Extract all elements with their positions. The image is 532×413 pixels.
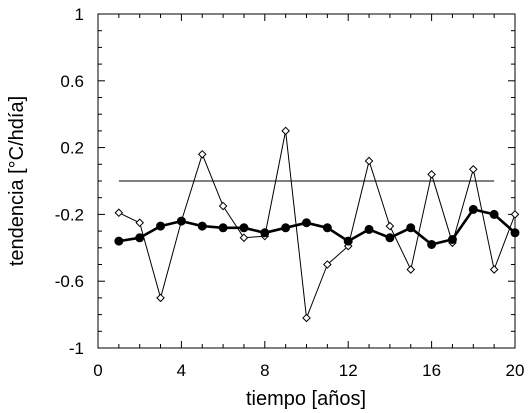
x-tick-label: 0 (93, 361, 102, 380)
series-layer (114, 126, 520, 323)
series-point-diamond (197, 149, 207, 159)
series-point-diamond (239, 233, 249, 243)
series-point-filled (406, 223, 416, 233)
series-point-diamond (489, 265, 499, 274)
series-point-diamond (427, 170, 436, 179)
series-point-filled (447, 234, 457, 244)
series-point-filled (156, 221, 166, 231)
series-point-diamond (114, 208, 124, 218)
tick-labels: 0 4 8 12 16 20 -1 -0.6 -0.2 0.2 0.6 1 (55, 5, 525, 380)
x-tick-label: 4 (177, 361, 186, 380)
series-point-filled (197, 221, 207, 231)
x-axis-label: tiempo [años] (246, 388, 366, 410)
series-point-diamond (510, 210, 520, 219)
series-point-filled (427, 239, 437, 249)
series-point-diamond (385, 221, 395, 231)
y-tick-label: -0.2 (55, 205, 84, 224)
y-tick-label: -1 (69, 339, 84, 358)
series-point-diamond (281, 126, 290, 136)
series-point-filled (468, 204, 478, 214)
series-point-filled (239, 223, 249, 233)
series-line-1 (118, 130, 516, 319)
series-point-filled (322, 223, 332, 233)
series-point-filled (176, 216, 186, 226)
series-point-filled (218, 223, 228, 233)
y-tick-label: 0.6 (60, 72, 84, 91)
series-point-filled (489, 209, 499, 219)
series-point-filled (281, 223, 291, 233)
series-point-filled (135, 233, 145, 243)
series-point-diamond (302, 313, 311, 323)
series-point-filled (364, 224, 374, 234)
series-point-filled (510, 228, 520, 238)
series-point-filled (302, 218, 311, 228)
x-tick-label: 16 (422, 361, 441, 380)
x-tick-label: 20 (506, 361, 525, 380)
series-point-filled (260, 228, 270, 238)
y-tick-label: -0.6 (55, 272, 84, 291)
series-point-diamond (406, 265, 416, 274)
x-tick-label: 12 (339, 361, 358, 380)
x-tick-label: 8 (260, 361, 269, 380)
series-point-diamond (364, 156, 374, 166)
y-tick-label: 1 (75, 5, 84, 24)
y-axis-label: tendencia [°C/hdía] (6, 96, 28, 266)
series-point-diamond (468, 165, 478, 174)
y-tick-label: 0.2 (60, 139, 84, 158)
series-point-filled (385, 233, 395, 243)
series-point-filled (114, 236, 124, 246)
series-point-diamond (218, 201, 228, 211)
series-point-filled (343, 236, 353, 246)
series-point-diamond (323, 260, 332, 269)
series-point-diamond (135, 218, 145, 228)
series-point-diamond (156, 293, 165, 303)
